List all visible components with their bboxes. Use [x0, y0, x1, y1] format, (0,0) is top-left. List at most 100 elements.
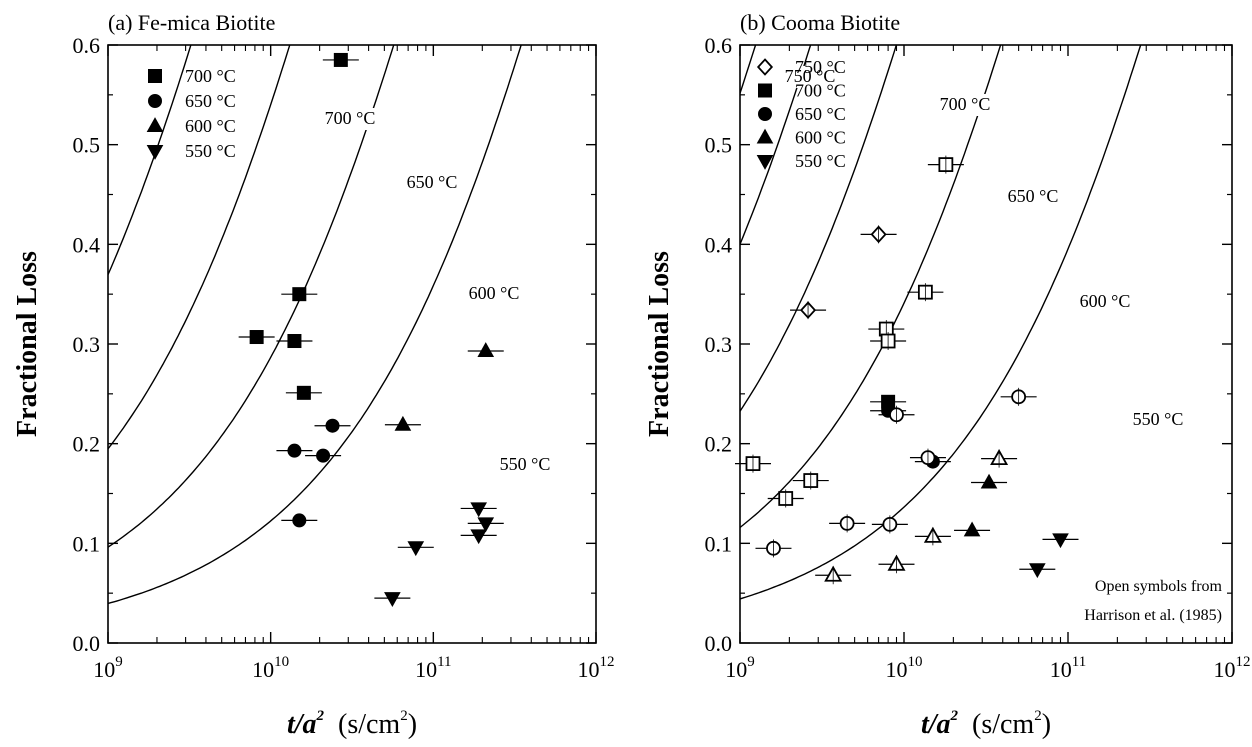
data-point-triangle-down — [477, 517, 495, 533]
text-part: 2 — [316, 708, 325, 724]
data-point-circle — [287, 443, 302, 458]
text-part: 10 — [578, 657, 600, 682]
y-tick-label: 0.5 — [73, 133, 101, 158]
curve-label-bg — [999, 186, 1067, 208]
data-point-square — [296, 385, 311, 400]
text-part: 11 — [437, 654, 451, 670]
curve-label: 600 °C — [469, 283, 520, 303]
panel-title: (b) Cooma Biotite — [740, 10, 900, 35]
data-point-triangle-up — [394, 415, 412, 431]
x-axis-label: t/a2 (s/cm2) — [287, 708, 417, 740]
data-points — [734, 155, 1079, 585]
legend-marker-triangle-down — [146, 144, 164, 160]
curve-label: 550 °C — [500, 454, 551, 474]
curve-label: 600 °C — [1080, 291, 1131, 311]
text-part: (s/cm — [338, 709, 400, 740]
legend-label: 750 °C — [795, 57, 846, 77]
model-curve — [740, 45, 1002, 529]
model-curve — [740, 45, 757, 94]
y-axis-label: Fractional Loss — [12, 251, 43, 437]
text-part: 2 — [950, 708, 959, 724]
text-part: 10 — [908, 654, 923, 670]
x-tick-label: 1012 — [578, 654, 615, 682]
legend-marker-triangle-up — [756, 128, 774, 144]
text-part: 10 — [93, 657, 115, 682]
y-tick-label: 0.4 — [73, 232, 101, 257]
x-tick-label: 1011 — [415, 654, 451, 682]
data-point-triangle-down — [470, 529, 488, 545]
model-curve — [740, 45, 1142, 600]
data-point-circle — [292, 513, 307, 528]
note-text: Harrison et al. (1985) — [1084, 607, 1222, 624]
data-point-triangle-up — [980, 473, 998, 489]
text-part: 11 — [1072, 654, 1086, 670]
text-part: t/a — [921, 709, 951, 740]
legend-label: 700 °C — [185, 66, 236, 86]
data-point-square — [287, 334, 302, 349]
x-tick-label: 109 — [93, 654, 123, 682]
curve-label-bg — [398, 172, 466, 194]
legend-marker-triangle-down — [756, 154, 774, 170]
text-part: t/a — [287, 709, 317, 740]
y-tick-label: 0.3 — [73, 332, 101, 357]
x-tick-label: 1010 — [886, 654, 923, 682]
y-tick-label: 0.5 — [705, 133, 733, 158]
legend-label: 650 °C — [185, 91, 236, 111]
y-axis-label: Fractional Loss — [644, 251, 675, 437]
text-part: 2 — [400, 708, 408, 724]
text-part: 10 — [1214, 657, 1236, 682]
text-part: 10 — [274, 654, 289, 670]
data-point-triangle-down — [470, 502, 488, 518]
model-curve — [740, 45, 898, 412]
y-tick-label: 0.0 — [73, 631, 101, 656]
text-part: 2 — [1034, 708, 1042, 724]
y-tick-label: 0.6 — [705, 33, 733, 58]
curve-label-bg — [491, 454, 559, 476]
y-tick-label: 0.3 — [705, 332, 733, 357]
text-part: 10 — [252, 657, 274, 682]
text-part: ) — [1042, 709, 1051, 740]
data-point-triangle-down — [407, 541, 425, 557]
text-part: 10 — [1050, 657, 1072, 682]
y-tick-label: 0.0 — [705, 631, 733, 656]
text-part: 12 — [1236, 654, 1251, 670]
y-tick-label: 0.2 — [705, 432, 733, 457]
y-tick-label: 0.1 — [705, 531, 733, 556]
legend-label: 600 °C — [795, 128, 846, 148]
panel-title: (a) Fe-mica Biotite — [108, 10, 275, 35]
x-tick-label: 1012 — [1214, 654, 1251, 682]
text-part: 9 — [115, 654, 123, 670]
y-tick-label: 0.6 — [73, 33, 101, 58]
data-point-triangle-up — [963, 521, 981, 537]
legend-marker-circle — [758, 107, 772, 121]
data-point-square — [249, 330, 264, 345]
data-point-triangle-up — [477, 342, 495, 358]
legend-label: 550 °C — [795, 151, 846, 171]
curve-label-bg — [931, 94, 999, 116]
curve-label-bg — [1071, 291, 1139, 313]
legend: 700 °C 650 °C 600 °C 550 °C — [146, 66, 236, 161]
legend-marker-triangle-up — [146, 117, 164, 133]
curve-label-bg — [316, 108, 384, 130]
text-part: 12 — [600, 654, 615, 670]
legend-marker-diamond — [756, 58, 774, 76]
y-tick-label: 0.1 — [73, 531, 101, 556]
text-part: 10 — [725, 657, 747, 682]
curve-label: 650 °C — [1008, 186, 1059, 206]
model-curves — [108, 45, 522, 605]
data-point-square — [292, 287, 307, 302]
x-tick-label: 1010 — [252, 654, 289, 682]
text-part: 10 — [886, 657, 908, 682]
model-curve — [108, 45, 395, 548]
plot-frame — [107, 44, 597, 644]
curve-label: 700 °C — [940, 94, 991, 114]
text-part: ) — [408, 709, 417, 740]
legend-label: 600 °C — [185, 116, 236, 136]
data-point-triangle-down — [1052, 533, 1069, 549]
legend-marker-square — [148, 69, 162, 83]
x-tick-label: 1011 — [1050, 654, 1086, 682]
data-point-square — [333, 52, 348, 67]
legend-marker-square — [758, 83, 772, 98]
